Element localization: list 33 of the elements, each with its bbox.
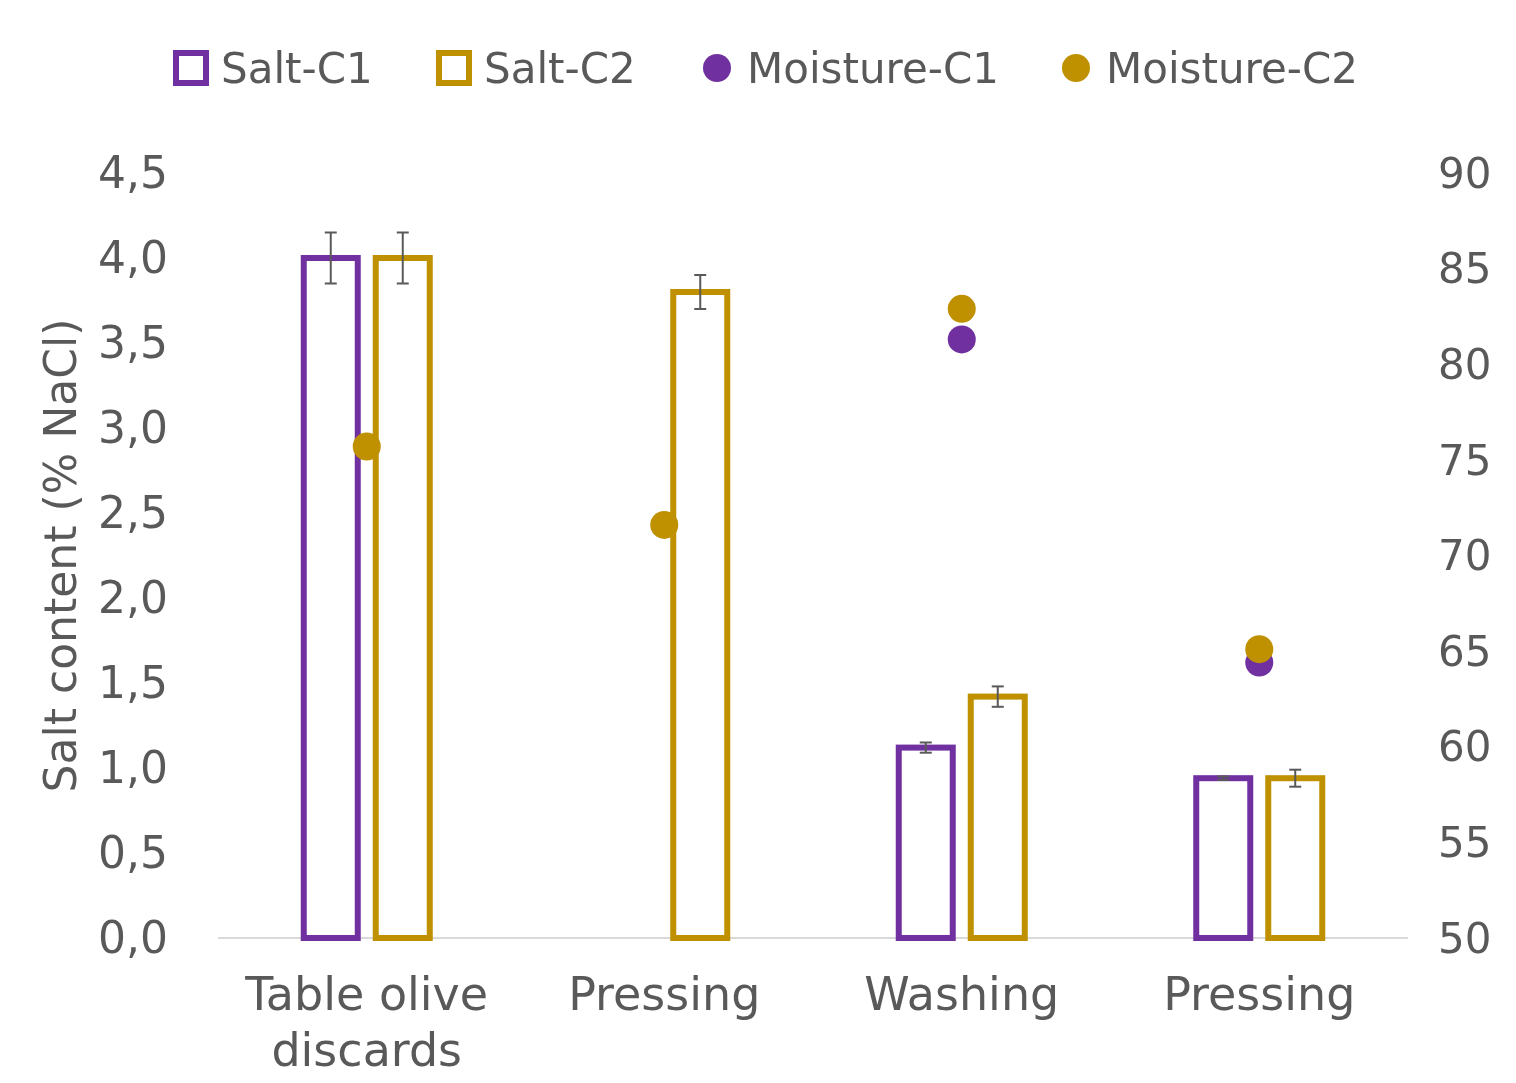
y-tick-label: 1,5	[98, 657, 168, 709]
y2-tick-label: 90	[1438, 148, 1492, 198]
y2-tick-label: 85	[1438, 244, 1492, 294]
legend-label: Salt-C1	[221, 43, 373, 93]
y2-tick-label: 60	[1438, 722, 1492, 772]
y-tick-label: 3,5	[98, 317, 168, 369]
point	[650, 510, 679, 539]
y2-tick-label: 75	[1438, 435, 1492, 485]
y-tick-label: 4,0	[98, 232, 168, 284]
point	[352, 432, 381, 461]
y2-tick-label: 80	[1438, 339, 1492, 389]
point	[947, 325, 976, 354]
point	[947, 294, 976, 323]
y2-tick-label: 55	[1438, 818, 1492, 868]
legend-label: Moisture-C2	[1106, 43, 1358, 93]
y2-tick-label: 65	[1438, 626, 1492, 676]
y2-tick-label: 70	[1438, 531, 1492, 581]
y-tick-label: 0,5	[98, 827, 168, 879]
y-tick-label: 2,0	[98, 572, 168, 624]
y-tick-label: 2,5	[98, 487, 168, 539]
legend-label: Salt-C2	[484, 43, 636, 93]
y-tick-label: 0,0	[98, 912, 168, 964]
point	[1245, 635, 1274, 664]
y-axis-title: Salt content (% NaCl)	[35, 318, 86, 793]
legend-label: Moisture-C1	[747, 43, 999, 93]
y-tick-label: 4,5	[98, 147, 168, 199]
x-tick-label: Pressing	[568, 967, 761, 1021]
y-tick-label: 1,0	[98, 742, 168, 794]
x-tick-label: Table olive discards	[244, 967, 489, 1077]
x-tick-label: Pressing	[1163, 967, 1356, 1021]
y2-tick-label: 50	[1438, 913, 1492, 963]
x-tick-label: Washing	[864, 967, 1060, 1021]
y-tick-label: 3,0	[98, 402, 168, 454]
